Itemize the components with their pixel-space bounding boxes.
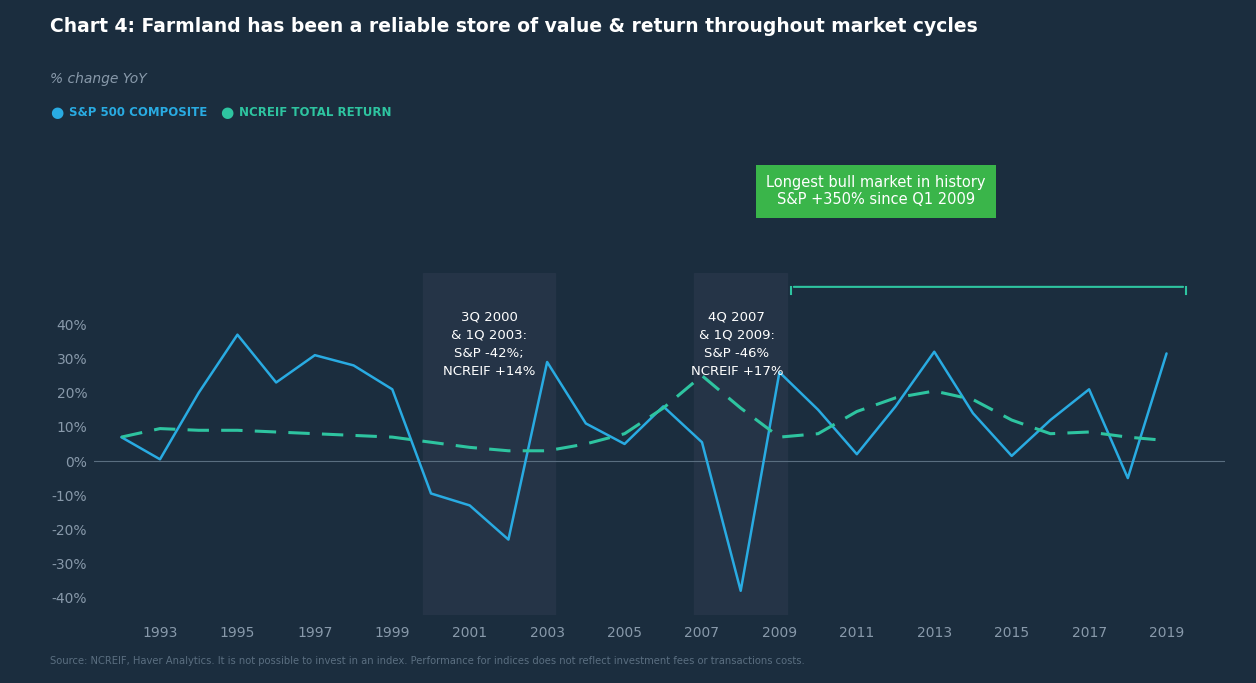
Text: Longest bull market in history
S&P +350% since Q1 2009: Longest bull market in history S&P +350%… <box>766 175 986 208</box>
Text: % change YoY: % change YoY <box>50 72 147 85</box>
Text: NCREIF TOTAL RETURN: NCREIF TOTAL RETURN <box>239 106 391 120</box>
Text: Source: NCREIF, Haver Analytics. It is not possible to invest in an index. Perfo: Source: NCREIF, Haver Analytics. It is n… <box>50 656 805 666</box>
Text: ●: ● <box>220 105 234 120</box>
Text: Chart 4: Farmland has been a reliable store of value & return throughout market : Chart 4: Farmland has been a reliable st… <box>50 17 978 36</box>
Text: 4Q 2007
& 1Q 2009:
S&P -46%
NCREIF +17%: 4Q 2007 & 1Q 2009: S&P -46% NCREIF +17% <box>691 311 782 378</box>
Bar <box>423 273 555 615</box>
Text: ●: ● <box>50 105 64 120</box>
Text: S&P 500 COMPOSITE: S&P 500 COMPOSITE <box>69 106 207 120</box>
Text: 3Q 2000
& 1Q 2003:
S&P -42%;
NCREIF +14%: 3Q 2000 & 1Q 2003: S&P -42%; NCREIF +14% <box>443 311 535 378</box>
Bar <box>695 273 788 615</box>
